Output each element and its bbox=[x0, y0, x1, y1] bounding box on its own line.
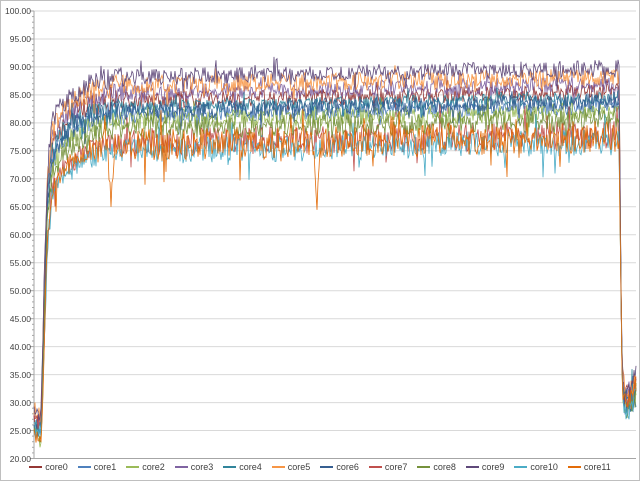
series-line-core7 bbox=[33, 104, 637, 429]
legend-line-swatch bbox=[465, 466, 479, 468]
legend-line-swatch bbox=[223, 466, 237, 468]
gridlines bbox=[30, 10, 636, 459]
legend-line-swatch bbox=[29, 466, 43, 468]
legend-label: core9 bbox=[481, 461, 505, 472]
y-axis-tick-label: 95.00 bbox=[9, 34, 31, 44]
legend-item-core8: core8 bbox=[417, 462, 456, 473]
legend-label: core2 bbox=[142, 461, 165, 472]
legend-item-core6: core6 bbox=[320, 462, 359, 473]
legend-item-core1: core1 bbox=[77, 461, 117, 473]
legend-item-core9: core9 bbox=[465, 461, 505, 473]
legend-item-core11: core11 bbox=[567, 461, 611, 473]
series-line-core6 bbox=[33, 91, 637, 436]
legend-line-swatch bbox=[271, 466, 285, 468]
legend-item-core4: core4 bbox=[223, 462, 262, 473]
legend-label: core1 bbox=[93, 461, 117, 472]
y-axis-tick-label: 65.00 bbox=[9, 202, 31, 212]
series-line-core9 bbox=[33, 56, 637, 421]
series-line-core10 bbox=[33, 113, 637, 440]
legend-line-swatch bbox=[77, 466, 91, 468]
y-axis-tick-label: 35.00 bbox=[9, 370, 31, 380]
legend-item-core10: core10 bbox=[514, 462, 558, 473]
legend-line-swatch bbox=[174, 466, 188, 468]
legend-label: core11 bbox=[583, 461, 611, 472]
y-axis-tick-label: 50.00 bbox=[9, 286, 31, 296]
legend-label: core6 bbox=[336, 461, 359, 472]
y-axis-tick-label: 55.00 bbox=[9, 258, 31, 268]
y-axis-tick-label: 40.00 bbox=[9, 342, 31, 352]
legend-item-core5: core5 bbox=[271, 461, 311, 473]
series-line-core0 bbox=[33, 75, 637, 434]
y-axis-tick-label: 90.00 bbox=[9, 62, 31, 72]
legend-label: core8 bbox=[433, 461, 456, 472]
legend-label: core10 bbox=[530, 461, 558, 472]
legend-item-core7: core7 bbox=[368, 461, 408, 473]
y-axis-tick-label: 80.00 bbox=[9, 118, 31, 128]
legend-item-core3: core3 bbox=[174, 461, 214, 473]
y-axis-tick-label: 45.00 bbox=[9, 314, 31, 324]
series-line-core5 bbox=[33, 65, 637, 423]
legend-label: core0 bbox=[45, 461, 68, 472]
legend-label: core5 bbox=[287, 461, 311, 472]
y-axis-tick-label: 85.00 bbox=[9, 90, 31, 100]
y-axis-tick-label: 75.00 bbox=[9, 146, 31, 156]
y-axis-tick-label: 25.00 bbox=[9, 426, 31, 436]
y-axis-tick-label: 70.00 bbox=[9, 174, 31, 184]
legend-label: core4 bbox=[239, 461, 262, 472]
series-line-core1 bbox=[33, 96, 637, 439]
legend-line-swatch bbox=[320, 466, 334, 468]
legend: core0 core1 core2 core3 core4 core5 core6 core7… bbox=[1, 457, 639, 477]
y-axis-tick-label: 20.00 bbox=[9, 454, 31, 464]
legend-line-swatch bbox=[417, 466, 431, 468]
legend-line-swatch bbox=[368, 466, 382, 468]
legend-item-core2: core2 bbox=[126, 462, 165, 473]
y-axis-tick-label: 30.00 bbox=[9, 398, 31, 408]
legend-line-swatch bbox=[567, 466, 581, 468]
y-axis-tick-label: 60.00 bbox=[9, 230, 31, 240]
legend-line-swatch bbox=[514, 466, 528, 468]
series-line-core11 bbox=[33, 108, 637, 443]
legend-label: core7 bbox=[384, 461, 408, 472]
legend-line-swatch bbox=[126, 466, 140, 468]
legend-label: core3 bbox=[190, 461, 214, 472]
y-axis-tick-label: 100.00 bbox=[5, 6, 31, 16]
legend-item-core0: core0 bbox=[29, 462, 68, 473]
